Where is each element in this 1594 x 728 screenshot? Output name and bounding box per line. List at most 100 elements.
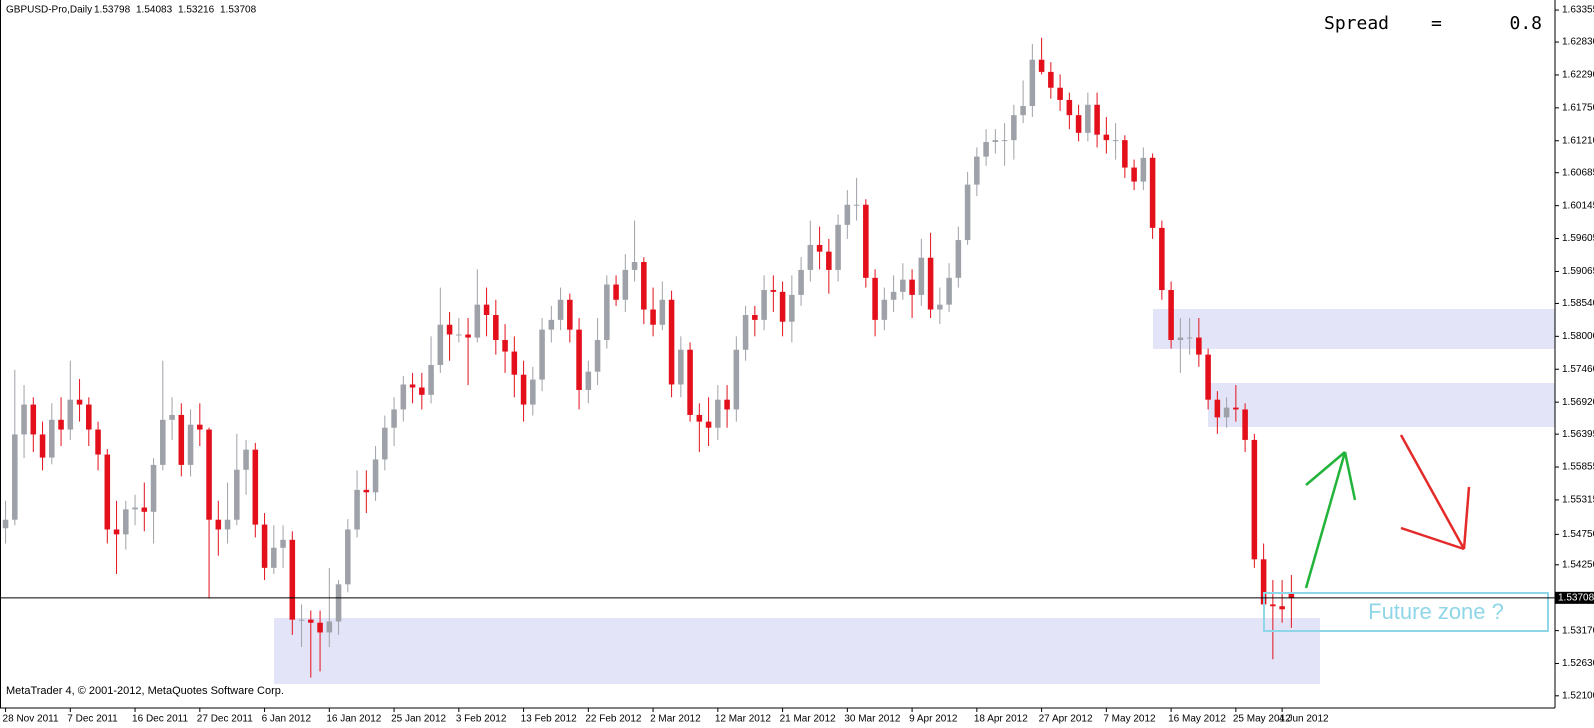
candle-body: [539, 329, 545, 380]
candle-body: [724, 399, 730, 410]
y-tick-label: 1.58000: [1562, 331, 1594, 342]
candle-body: [1177, 337, 1184, 340]
footer: MetaTrader 4, © 2001-2012, MetaQuotes So…: [6, 685, 284, 697]
candle-body: [604, 284, 610, 340]
candle-body: [132, 507, 138, 510]
candle-body: [1168, 290, 1174, 340]
header-open: 1.53798: [94, 5, 131, 16]
candle-body: [1279, 606, 1285, 610]
candle-body: [631, 261, 638, 270]
candle-body: [86, 404, 92, 430]
resistance-zone: [1208, 383, 1555, 427]
candle-body: [354, 489, 360, 530]
candle-body: [520, 374, 527, 405]
candle-body: [835, 224, 841, 270]
candle-body: [95, 429, 101, 455]
candle-body: [150, 464, 157, 512]
candle-body: [1075, 115, 1082, 133]
candle-body: [964, 184, 971, 241]
candle-body: [160, 419, 166, 465]
candle-body: [280, 539, 286, 548]
candle-body: [1094, 104, 1100, 135]
candle-body: [798, 269, 804, 295]
candle-body: [576, 329, 582, 390]
candle-body: [1196, 337, 1202, 355]
candle-body: [567, 299, 573, 330]
candle-body: [261, 524, 268, 568]
candle-body: [752, 315, 758, 320]
x-tick-label: 30 Mar 2012: [844, 714, 901, 725]
candle-body: [465, 334, 471, 338]
candle-body: [483, 304, 490, 316]
x-tick-label: 28 Nov 2011: [3, 714, 59, 725]
spread-sign: =: [1431, 13, 1442, 34]
y-tick-label: 1.59065: [1562, 266, 1594, 277]
candle-body: [206, 429, 212, 520]
candle-body: [1233, 407, 1239, 410]
candle-body: [770, 290, 777, 292]
candle-body: [807, 244, 814, 270]
header-high: 1.54083: [136, 5, 173, 16]
x-tick-label: 9 Apr 2012: [909, 714, 958, 725]
candle-body: [400, 384, 407, 410]
candle-body: [974, 156, 980, 185]
candle-body: [1066, 99, 1073, 116]
candle-body: [1020, 106, 1026, 116]
candle-body: [622, 269, 629, 300]
candle-body: [687, 349, 693, 415]
candle-body: [30, 404, 37, 435]
candle-body: [955, 240, 962, 278]
candle-body: [992, 140, 999, 142]
candle-body: [382, 427, 388, 460]
candle-body: [863, 204, 869, 278]
x-tick-label: 27 Apr 2012: [1039, 714, 1093, 725]
candle-body: [335, 584, 342, 622]
candle-body: [659, 299, 666, 325]
candle-body: [1223, 407, 1230, 418]
candle-body: [1122, 140, 1128, 168]
candle-body: [890, 291, 897, 300]
overlay: Future zone ?: [1263, 434, 1549, 632]
x-tick-label: 16 Dec 2011: [132, 714, 188, 725]
candle-body: [641, 261, 647, 310]
candle-body: [1242, 409, 1248, 440]
candle-body: [1038, 59, 1045, 72]
candle-body: [178, 414, 185, 465]
candle-body: [141, 507, 148, 512]
y-tick-label: 1.62830: [1562, 37, 1594, 48]
candle-body: [1214, 399, 1221, 418]
candle-body: [696, 414, 703, 422]
candle-body: [789, 294, 795, 322]
candle-body: [1011, 115, 1017, 141]
candle-body: [391, 409, 397, 428]
candle-body: [113, 529, 120, 535]
support-zone: [274, 618, 1320, 684]
candle-body: [49, 419, 55, 458]
x-tick-label: 16 May 2012: [1168, 714, 1226, 725]
candle-body: [437, 324, 444, 365]
y-tick-label: 1.55315: [1562, 495, 1594, 506]
candle-body: [585, 371, 592, 390]
candle-body: [715, 399, 721, 428]
candle-body: [428, 364, 434, 395]
candle-body: [502, 339, 508, 352]
candle-body: [1131, 167, 1137, 182]
candle-body: [123, 509, 129, 535]
y-tick-label: 1.52100: [1562, 690, 1594, 701]
candle-body: [243, 449, 249, 470]
candle-body: [1270, 604, 1276, 607]
candle-body: [779, 291, 786, 322]
candle-body: [853, 204, 860, 206]
candle-body: [456, 334, 462, 336]
candle-body: [224, 519, 231, 530]
up-arrow: [1304, 451, 1357, 589]
candle-body: [613, 284, 619, 300]
current-price-tag: [1555, 591, 1594, 604]
candle-body: [1260, 559, 1267, 605]
candle-body: [252, 449, 259, 525]
candle-body: [317, 622, 323, 633]
candle-body: [946, 277, 952, 305]
candle-body: [1205, 354, 1211, 400]
y-tick-label: 1.63355: [1562, 5, 1594, 16]
